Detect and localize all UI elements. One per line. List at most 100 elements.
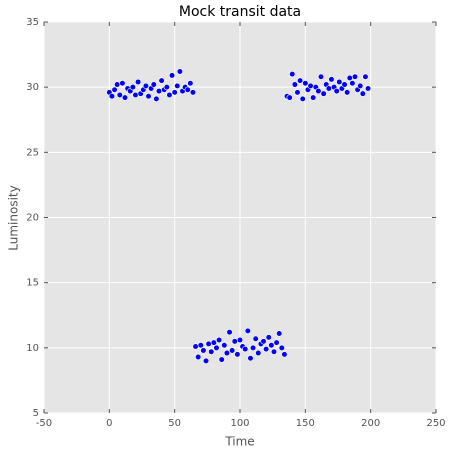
point bbox=[205, 340, 212, 348]
point bbox=[359, 90, 366, 97]
point bbox=[132, 91, 139, 99]
point bbox=[221, 342, 228, 349]
point bbox=[202, 357, 210, 364]
point bbox=[325, 85, 332, 92]
point bbox=[111, 86, 118, 93]
point bbox=[108, 93, 116, 100]
point bbox=[176, 68, 183, 75]
point bbox=[362, 73, 369, 80]
x-tick-label: 250 bbox=[426, 418, 445, 429]
point bbox=[114, 81, 121, 88]
chart-title: Mock transit data bbox=[179, 4, 301, 20]
point bbox=[315, 87, 322, 95]
point bbox=[223, 349, 231, 357]
point bbox=[310, 94, 317, 101]
point bbox=[265, 334, 272, 341]
x-tick-label: -50 bbox=[36, 418, 52, 429]
point bbox=[276, 330, 283, 337]
point bbox=[142, 82, 150, 89]
point bbox=[260, 338, 267, 345]
point bbox=[291, 81, 298, 88]
x-tick-label: 50 bbox=[168, 418, 181, 429]
point bbox=[278, 344, 285, 351]
point bbox=[213, 344, 220, 351]
point bbox=[166, 91, 173, 99]
point bbox=[229, 347, 236, 354]
point bbox=[210, 339, 217, 346]
point bbox=[153, 95, 160, 102]
point bbox=[121, 94, 129, 101]
point bbox=[317, 73, 325, 80]
point bbox=[307, 82, 314, 89]
point bbox=[234, 351, 241, 358]
point bbox=[270, 348, 278, 355]
x-axis-label: Time bbox=[224, 435, 254, 449]
point bbox=[302, 80, 309, 87]
point bbox=[236, 336, 244, 344]
y-tick-label: 35 bbox=[26, 17, 39, 28]
point bbox=[184, 86, 191, 93]
point bbox=[218, 356, 225, 363]
y-tick-label: 15 bbox=[26, 278, 39, 289]
point bbox=[244, 327, 251, 334]
point bbox=[333, 87, 340, 95]
point bbox=[158, 77, 165, 84]
point bbox=[189, 89, 197, 96]
point bbox=[215, 336, 223, 344]
x-tick-label: 200 bbox=[361, 418, 380, 429]
point bbox=[336, 78, 343, 86]
point bbox=[231, 338, 238, 345]
point bbox=[174, 82, 181, 89]
point bbox=[299, 95, 306, 102]
y-tick-label: 5 bbox=[33, 408, 39, 419]
point bbox=[328, 76, 335, 83]
point bbox=[242, 346, 249, 353]
point bbox=[129, 84, 136, 91]
x-tick-label: 100 bbox=[230, 418, 249, 429]
point bbox=[192, 343, 199, 350]
y-tick-label: 20 bbox=[26, 213, 39, 224]
y-tick-label: 30 bbox=[26, 82, 39, 93]
point bbox=[247, 355, 254, 362]
point bbox=[145, 93, 152, 100]
x-tick-label: 0 bbox=[106, 418, 112, 429]
point bbox=[195, 353, 202, 361]
point bbox=[208, 348, 215, 355]
point bbox=[320, 90, 327, 97]
point bbox=[150, 81, 157, 88]
point bbox=[268, 342, 275, 349]
point bbox=[226, 329, 233, 336]
point bbox=[273, 339, 280, 346]
point bbox=[344, 89, 351, 96]
point bbox=[168, 72, 176, 79]
point bbox=[349, 80, 356, 87]
y-axis-label: Luminosity bbox=[7, 185, 21, 250]
point bbox=[255, 349, 262, 357]
point bbox=[346, 74, 353, 82]
point bbox=[163, 84, 170, 91]
point bbox=[286, 94, 293, 101]
point bbox=[197, 342, 204, 349]
point bbox=[252, 335, 259, 342]
y-tick-label: 10 bbox=[26, 343, 39, 354]
point bbox=[364, 85, 372, 92]
point bbox=[351, 73, 359, 80]
point bbox=[171, 89, 178, 96]
point bbox=[200, 347, 207, 354]
point bbox=[116, 91, 123, 99]
point bbox=[341, 81, 348, 88]
point bbox=[281, 351, 288, 358]
y-tick-label: 25 bbox=[26, 147, 39, 158]
point bbox=[119, 80, 126, 87]
point bbox=[249, 344, 257, 351]
x-tick-label: 150 bbox=[296, 418, 315, 429]
point bbox=[155, 87, 163, 95]
point bbox=[187, 80, 194, 87]
point bbox=[297, 77, 304, 84]
point bbox=[263, 346, 270, 353]
point bbox=[357, 82, 364, 89]
point bbox=[134, 78, 142, 86]
point bbox=[294, 89, 301, 96]
point bbox=[289, 71, 296, 78]
